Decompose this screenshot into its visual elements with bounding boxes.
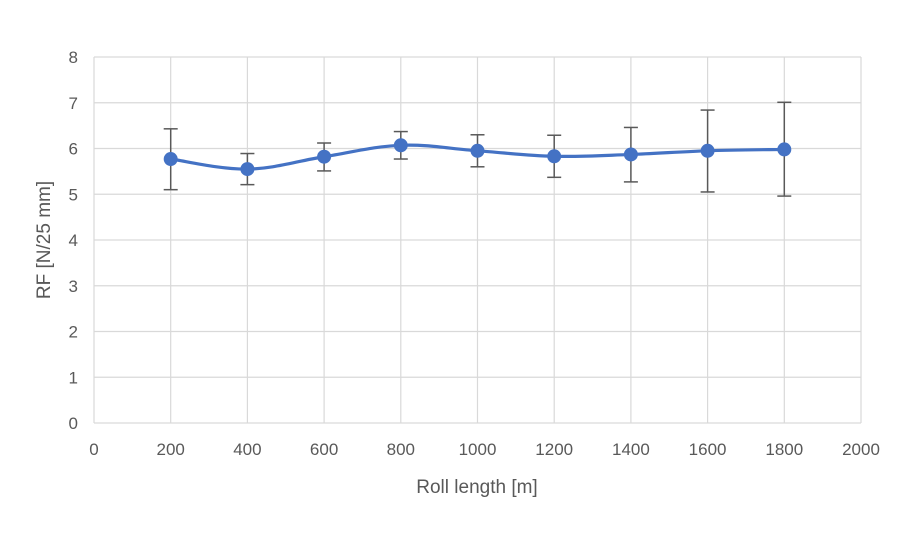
data-points [163, 138, 792, 177]
y-tick-label: 5 [69, 185, 78, 204]
y-axis-title: RF [N/25 mm] [34, 181, 55, 299]
x-tick-label: 600 [310, 440, 338, 459]
x-tick-labels: 0 200 400 600 800 1000 1200 1400 1600 1800 2000 [89, 440, 880, 459]
grid [93, 56, 862, 424]
data-point [547, 149, 562, 164]
x-tick-label: 1200 [535, 440, 573, 459]
data-point [240, 162, 255, 177]
data-point [777, 142, 792, 157]
x-tick-label: 1400 [612, 440, 650, 459]
y-tick-label: 1 [69, 368, 78, 387]
x-tick-label: 200 [157, 440, 185, 459]
data-point [163, 152, 178, 167]
data-point [470, 143, 485, 158]
y-tick-label: 4 [69, 231, 78, 250]
x-tick-label: 2000 [842, 440, 880, 459]
data-point [623, 147, 638, 162]
y-tick-label: 6 [69, 140, 78, 159]
y-tick-label: 0 [69, 414, 78, 433]
x-tick-label: 1600 [689, 440, 727, 459]
x-tick-label: 400 [233, 440, 261, 459]
y-tick-label: 3 [69, 277, 78, 296]
x-tick-label: 1000 [459, 440, 497, 459]
y-tick-label: 2 [69, 323, 78, 342]
y-tick-labels: 0 1 2 3 4 5 6 7 8 [69, 48, 78, 433]
data-point [317, 149, 332, 164]
error-bars [163, 101, 792, 197]
data-point [700, 143, 715, 158]
x-tick-label: 1800 [765, 440, 803, 459]
x-tick-label: 0 [89, 440, 98, 459]
x-tick-label: 800 [387, 440, 415, 459]
data-point [393, 138, 408, 153]
y-tick-label: 8 [69, 48, 78, 67]
x-axis-title: Roll length [m] [416, 477, 537, 498]
y-tick-label: 7 [69, 94, 78, 113]
